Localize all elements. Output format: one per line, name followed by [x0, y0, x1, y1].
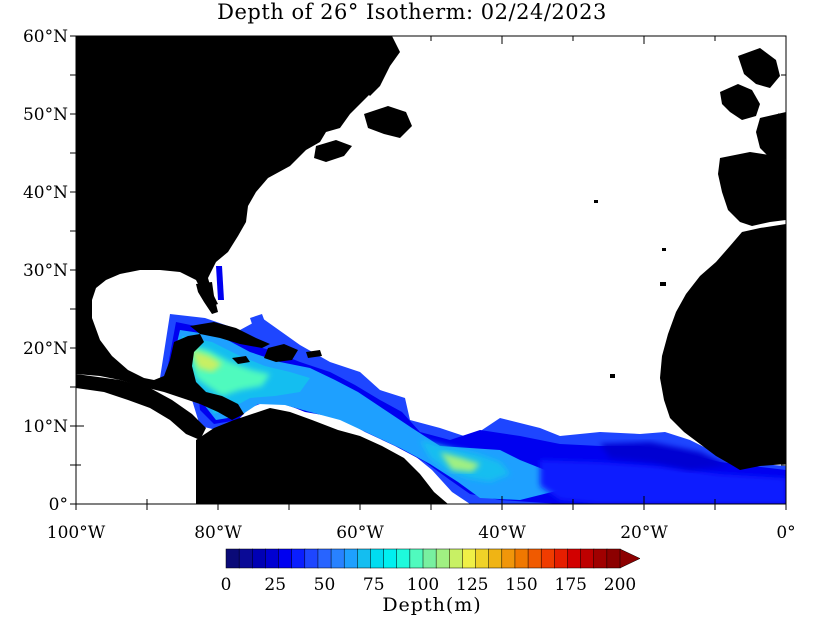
lat-tick-label: 20°N — [23, 339, 68, 359]
land-masses — [76, 36, 786, 504]
hispaniola-island — [264, 344, 298, 362]
florida-peninsula — [196, 282, 218, 314]
colorbar-swatch — [540, 548, 555, 569]
colorbar-tick-label: 25 — [264, 575, 286, 595]
colorbar-tick-label: 50 — [314, 575, 336, 595]
cuba-island — [190, 322, 270, 348]
lat-tick-label: 30°N — [23, 261, 68, 281]
longitude-ticks: 100°W 80°W 60°W 40°W 20°W 0° — [47, 36, 796, 543]
colorbar-swatch — [475, 548, 490, 569]
lon-tick-label: 80°W — [194, 523, 242, 543]
lon-tick-label: 0° — [776, 523, 795, 543]
lon-tick-label: 60°W — [336, 523, 384, 543]
colorbar-swatch — [304, 548, 319, 569]
colorbar-swatch — [488, 548, 503, 569]
colorbar-swatch — [567, 548, 582, 569]
colorbar-swatch — [449, 548, 463, 569]
cape-verde-islands — [610, 374, 615, 378]
colorbar-swatch — [383, 548, 398, 569]
colorbar-swatch — [527, 548, 542, 569]
colorbar-extension-arrow — [619, 548, 641, 569]
iberia-landmass — [718, 152, 786, 226]
colorbar-swatch — [278, 548, 293, 569]
colorbar-tick-label: 150 — [505, 575, 537, 595]
map-title: Depth of 26° Isotherm: 02/24/2023 — [217, 0, 607, 24]
colorbar-unit-label: Depth(m) — [382, 594, 482, 616]
colorbar-tick-label: 200 — [604, 575, 636, 595]
puerto-rico-island — [306, 350, 322, 358]
south-america-landmass — [196, 408, 448, 504]
central-america-landmass — [76, 374, 206, 440]
colorbar-swatch — [396, 548, 411, 569]
colorbar-swatch — [291, 548, 306, 569]
colorbar-swatch — [462, 548, 477, 569]
europe-landmass — [720, 84, 760, 120]
jamaica-island — [232, 356, 250, 364]
colorbar-tick-label: 75 — [363, 575, 385, 595]
colorbar-swatch — [606, 548, 621, 569]
colorbar-swatch — [554, 548, 569, 569]
north-america-landmass — [76, 36, 372, 420]
colorbar-swatch — [435, 548, 450, 569]
colorbar-swatch — [252, 548, 266, 569]
colorbar-swatch — [265, 548, 280, 569]
colorbar-swatch — [501, 548, 516, 569]
colorbar-swatch — [330, 548, 345, 569]
azores-islands — [594, 200, 598, 203]
france-landmass — [756, 112, 786, 160]
colorbar: 0 25 50 75 100 125 150 175 200 — [221, 548, 641, 595]
colorbar-swatch — [422, 548, 437, 569]
lat-tick-label: 50°N — [23, 105, 68, 125]
colorbar-tick-label: 175 — [555, 575, 587, 595]
colorbar-swatch — [343, 548, 358, 569]
latitude-ticks: 60°N 50°N 40°N 30°N 20°N 10°N 0° — [23, 27, 786, 515]
colorbar-tick-label: 0 — [221, 575, 232, 595]
colorbar-swatch — [317, 548, 332, 569]
colorbar-tick-label: 100 — [407, 575, 439, 595]
lon-tick-label: 100°W — [47, 523, 106, 543]
lat-tick-label: 0° — [49, 495, 68, 515]
colorbar-swatch — [238, 548, 253, 569]
newfoundland-island — [364, 106, 412, 138]
colorbar-swatch — [514, 548, 529, 569]
colorbar-swatch — [225, 548, 240, 569]
colorbar-tick-label: 125 — [456, 575, 488, 595]
lat-tick-label: 40°N — [23, 183, 68, 203]
nova-scotia — [314, 140, 352, 162]
colorbar-swatch — [370, 548, 385, 569]
lon-tick-label: 40°W — [478, 523, 526, 543]
canary-islands — [660, 282, 666, 286]
colorbar-swatch — [593, 548, 608, 569]
africa-landmass — [660, 224, 786, 470]
labrador-landmass — [300, 36, 400, 96]
madeira-island — [662, 248, 666, 251]
british-isles — [738, 48, 780, 88]
lon-tick-label: 20°W — [620, 523, 668, 543]
isotherm-depth-field — [160, 266, 786, 504]
lat-tick-label: 10°N — [23, 417, 68, 437]
lat-tick-label: 60°N — [23, 27, 68, 47]
colorbar-swatch — [580, 548, 595, 569]
colorbar-swatch — [357, 548, 372, 569]
colorbar-swatch — [409, 548, 424, 569]
